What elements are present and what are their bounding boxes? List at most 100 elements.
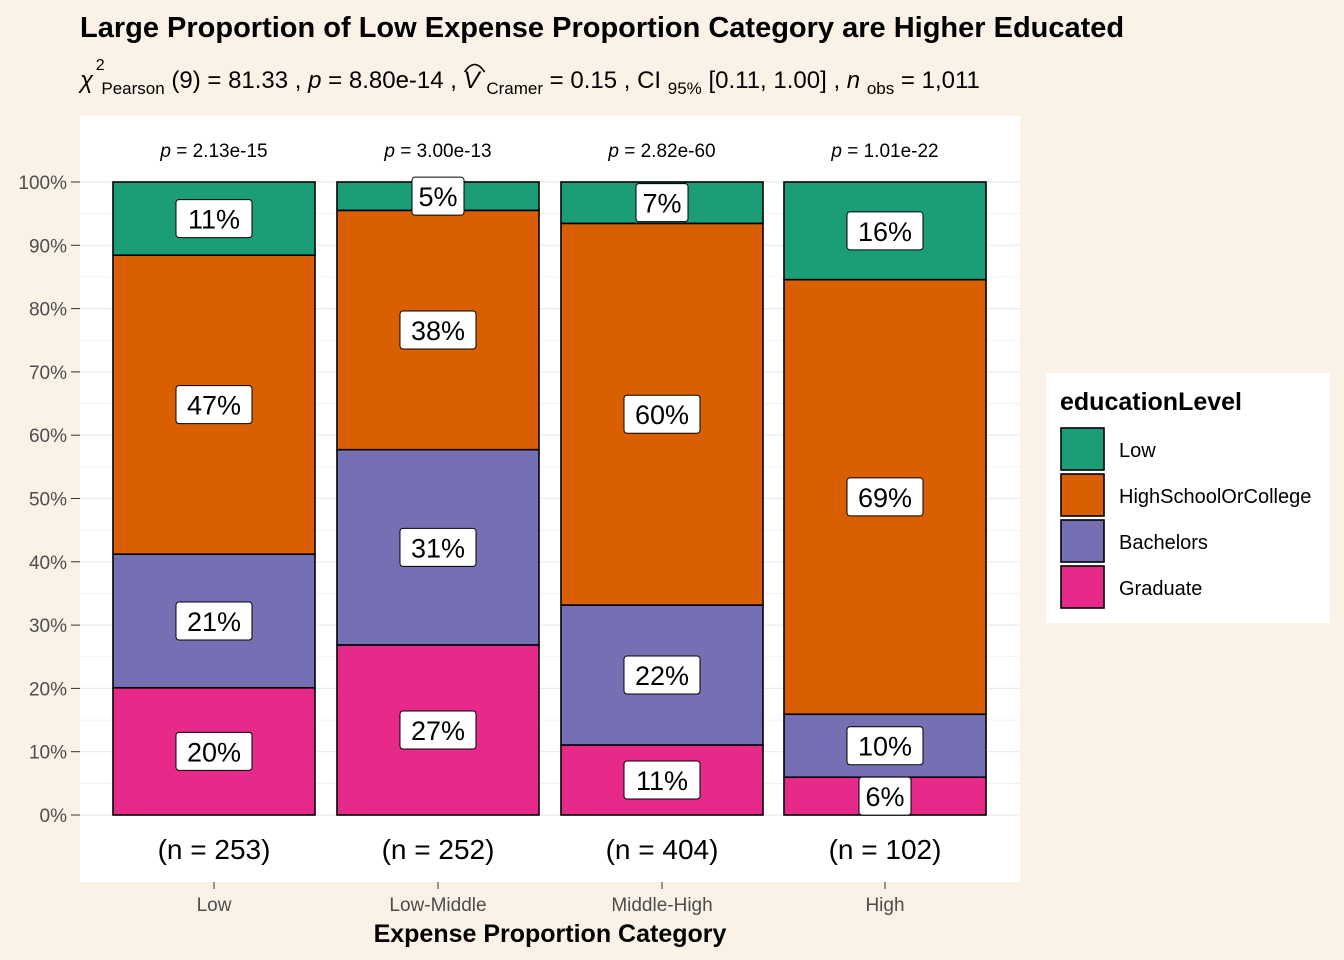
p-labels: p = 2.13e-15 p = 3.00e-13 p = 2.82e-60 p = …	[159, 141, 938, 162]
chi-subscript: Pearson	[101, 79, 164, 98]
n-label: (n = 252)	[382, 834, 495, 865]
sep-3: ,	[624, 67, 637, 94]
chart-subtitle: χ 2 Pearson (9) = 81.33 , p = 8.80e-14 ,…	[78, 49, 980, 100]
data-label: 69%	[858, 483, 912, 513]
y-tick-label: 70%	[29, 363, 67, 384]
data-label-box	[846, 477, 924, 517]
legend-label: Low	[1119, 440, 1156, 462]
y-tick-label: 20%	[29, 679, 67, 700]
v-hat-accent	[463, 63, 486, 73]
v-subscript: Cramer	[486, 79, 543, 98]
p-label: p = 1.01e-22	[830, 141, 938, 162]
legend-swatch	[1060, 427, 1105, 471]
data-label-box	[623, 655, 701, 695]
y-tick-label: 30%	[29, 616, 67, 637]
ci-subscript: 95%	[668, 79, 702, 98]
y-axis: 0% 10% 20% 30% 40% 50% 60% 70% 80% 90% 100%	[18, 173, 80, 827]
y-tick-label: 80%	[29, 300, 67, 321]
n-label: (n = 404)	[606, 834, 719, 865]
n-label: (n = 253)	[158, 834, 271, 865]
y-tick-label: 0%	[40, 806, 68, 827]
legend-label: Graduate	[1119, 578, 1202, 600]
n-label: (n = 102)	[829, 834, 942, 865]
v-symbol: V	[464, 67, 482, 94]
data-label-box	[175, 601, 253, 641]
x-tick-label: Low	[197, 895, 232, 916]
data-label-box	[175, 385, 253, 425]
p-value: 8.80e-14	[349, 67, 444, 94]
v-value: 0.15	[570, 67, 617, 94]
data-label-box	[846, 726, 924, 766]
data-label: 20%	[187, 737, 241, 767]
chi-superscript: 2	[96, 57, 105, 74]
sep-4: ,	[833, 67, 846, 94]
legend-swatch	[1060, 473, 1105, 517]
data-label: 16%	[858, 217, 912, 247]
data-label: 11%	[636, 766, 688, 796]
data-label: 21%	[187, 607, 241, 637]
y-tick-label: 10%	[29, 743, 67, 764]
x-tick-label: Middle-High	[611, 895, 712, 916]
x-axis-title: Expense Proportion Category	[374, 920, 727, 948]
sep-1: ,	[295, 67, 308, 94]
eq-3: =	[550, 67, 571, 94]
y-tick-label: 40%	[29, 553, 67, 574]
p-symbol: p	[307, 67, 321, 94]
legend-items: Low HighSchoolOrCollege Bachelors Graduate	[1060, 427, 1311, 609]
y-tick-label: 100%	[18, 173, 67, 194]
data-label: 22%	[635, 661, 689, 691]
ci-value: [0.11, 1.00]	[708, 67, 826, 94]
data-label: 10%	[858, 732, 912, 762]
data-label: 6%	[865, 782, 904, 812]
y-tick-label: 90%	[29, 236, 67, 257]
data-label-box	[623, 760, 701, 800]
data-label: 27%	[411, 716, 465, 746]
chart-title: Large Proportion of Low Expense Proporti…	[80, 12, 1124, 44]
chi-stat: 81.33	[228, 67, 288, 94]
n-value: 1,011	[922, 67, 980, 94]
data-label: 47%	[187, 391, 241, 421]
x-tick-label: Low-Middle	[389, 895, 486, 916]
data-label: 60%	[635, 400, 689, 430]
legend-swatch	[1060, 519, 1105, 563]
data-label-box	[175, 731, 253, 771]
n-subscript: obs	[867, 79, 894, 98]
p-label: p = 3.00e-13	[383, 141, 491, 162]
n-symbol: n	[847, 67, 860, 94]
data-label-box	[399, 710, 477, 750]
data-label-box	[399, 310, 477, 350]
eq-2: =	[328, 67, 349, 94]
df-text: (9)	[171, 67, 200, 94]
data-label-box	[846, 211, 924, 251]
legend-title: educationLevel	[1060, 388, 1242, 416]
x-tick-label: High	[865, 895, 904, 916]
legend-swatch	[1060, 565, 1105, 609]
eq-4: =	[901, 67, 922, 94]
legend-label: Bachelors	[1119, 532, 1208, 554]
data-label-box	[399, 527, 477, 567]
chi-symbol: χ	[78, 67, 94, 94]
data-label: 5%	[418, 182, 457, 212]
sep-2: ,	[450, 67, 463, 94]
p-label: p = 2.13e-15	[159, 141, 267, 162]
data-label: 11%	[188, 205, 240, 235]
y-tick-label: 50%	[29, 490, 67, 511]
x-axis: Low Low-Middle Middle-High High	[197, 882, 905, 916]
legend: educationLevel Low HighSchoolOrCollege Bac…	[1046, 373, 1330, 623]
data-label-box	[623, 394, 701, 434]
y-tick-label: 60%	[29, 426, 67, 447]
data-label-box	[411, 176, 465, 216]
p-label: p = 2.82e-60	[607, 141, 715, 162]
bar-labels: 20% 21% 47% 11% 27% 31% 38% 5% 11% 22% 60% 7% 6% 10% 6…	[175, 176, 924, 816]
data-label: 31%	[411, 533, 465, 563]
legend-label: HighSchoolOrCollege	[1119, 486, 1311, 508]
eq-1: =	[207, 67, 228, 94]
data-label-box	[635, 183, 689, 223]
data-label: 7%	[642, 189, 681, 219]
n-labels: (n = 253) (n = 252) (n = 404) (n = 102)	[158, 834, 942, 865]
ci-text: CI	[637, 67, 661, 94]
data-label-box	[175, 199, 253, 239]
data-label: 38%	[411, 316, 465, 346]
data-label-box	[858, 776, 912, 816]
